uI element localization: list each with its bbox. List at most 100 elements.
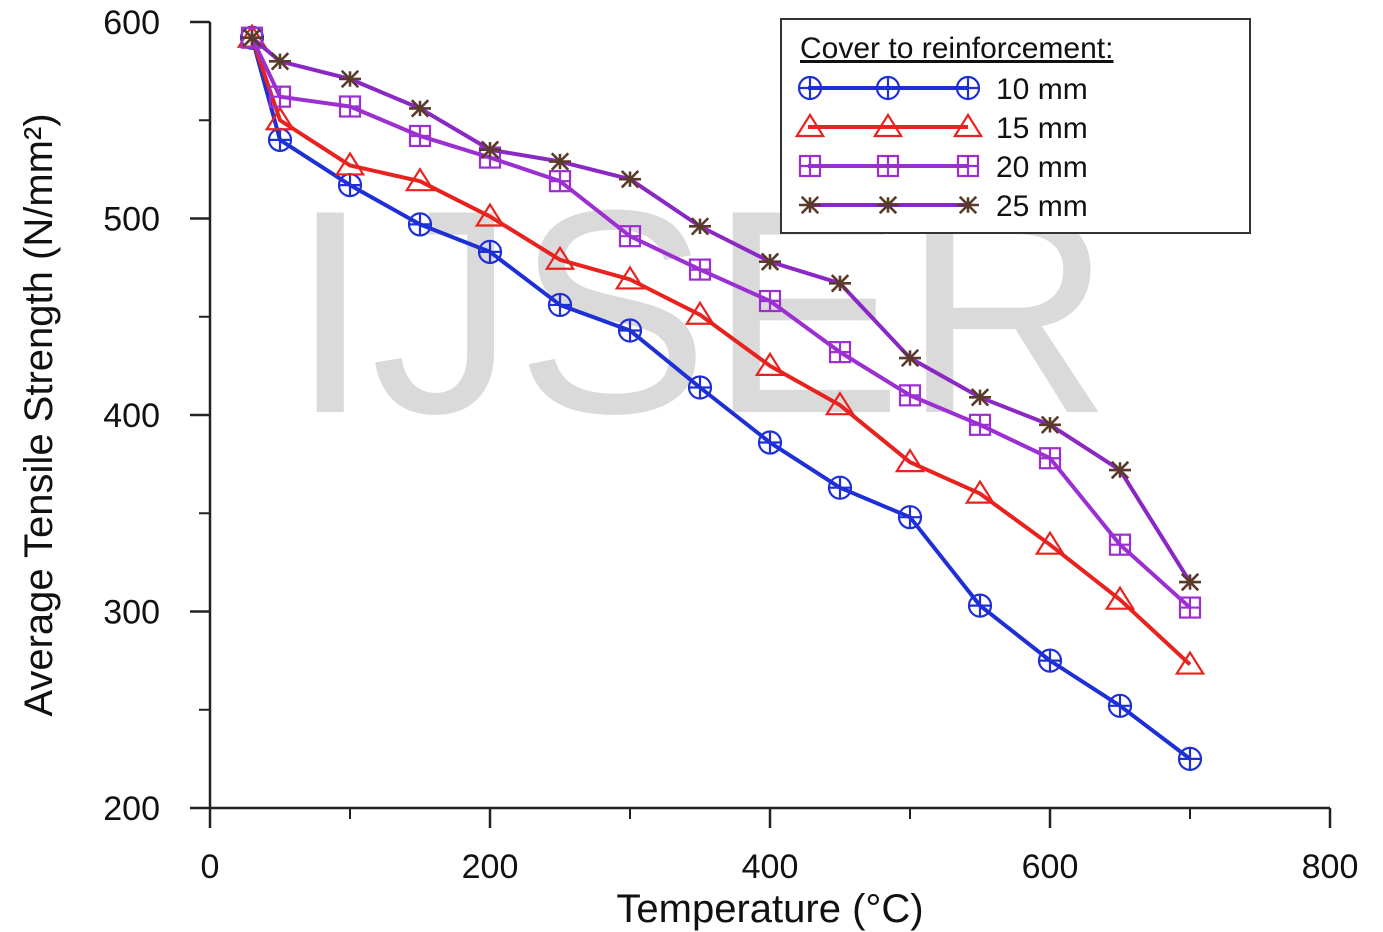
x-axis-ticks: 0 200 400 600 800 (201, 808, 1359, 886)
data-point (547, 292, 573, 318)
legend-marker (799, 195, 821, 215)
legend-marker (875, 75, 901, 101)
data-point (339, 69, 361, 89)
legend-item: 15 mm (794, 112, 1088, 145)
data-point (964, 479, 996, 504)
data-point (267, 127, 293, 152)
data-point (479, 140, 501, 159)
series-20-mm (240, 26, 1202, 619)
legend-marker (957, 195, 979, 215)
y-tick-label: 400 (103, 397, 160, 435)
data-point (619, 170, 641, 189)
legend-item: 10 mm (797, 73, 1088, 106)
y-tick-label: 500 (103, 201, 160, 239)
data-point (404, 167, 436, 192)
axes: 0 200 400 600 800 200 300 400 500 600 (103, 4, 1358, 886)
data-point (337, 172, 363, 198)
data-point (897, 505, 923, 530)
legend-marker (952, 112, 984, 138)
y-tick-label: 600 (103, 4, 160, 42)
data-point (687, 375, 713, 400)
data-point (334, 151, 366, 176)
y-axis-title: Average Tensile Strength (N/mm²) (17, 113, 61, 716)
data-point (241, 28, 263, 47)
legend: Cover to reinforcement: 10 mm 15 mm 20 mm 2… (780, 18, 1251, 234)
data-point (1179, 572, 1201, 592)
legend-item: 20 mm (798, 151, 1088, 184)
data-point (684, 300, 716, 325)
legend-marker (877, 195, 899, 215)
data-point (758, 289, 782, 313)
data-point (269, 52, 291, 71)
data-point (548, 170, 572, 193)
legend-marker (955, 75, 981, 101)
data-point (824, 391, 856, 416)
data-point (968, 413, 992, 436)
data-point (827, 475, 853, 500)
x-tick-label: 0 (201, 848, 220, 886)
data-point (1108, 533, 1132, 556)
data-point (969, 388, 991, 407)
data-point (1177, 746, 1203, 771)
legend-items: 10 mm 15 mm 20 mm 25 mm (794, 73, 1088, 223)
legend-label: 20 mm (996, 151, 1088, 184)
legend-marker (797, 75, 823, 101)
data-point (1037, 648, 1063, 673)
legend-marker (872, 112, 904, 138)
data-point (689, 217, 711, 236)
legend-marker (956, 154, 980, 178)
legend-title: Cover to reinforcement: (800, 32, 1113, 65)
data-point (759, 252, 781, 271)
data-point (1104, 585, 1136, 610)
x-axis-title: Temperature (°C) (616, 887, 923, 931)
data-point (899, 348, 921, 368)
data-point (409, 99, 431, 118)
data-point (754, 351, 786, 376)
legend-marker (798, 154, 822, 178)
x-tick-label: 800 (1302, 848, 1359, 886)
legend-item: 25 mm (799, 190, 1088, 223)
data-point (477, 239, 503, 265)
x-tick-label: 400 (742, 848, 799, 886)
data-point (967, 593, 993, 618)
data-point (617, 318, 643, 343)
y-tick-label: 200 (103, 790, 160, 828)
data-point (408, 124, 432, 148)
data-point (407, 212, 433, 237)
legend-marker (876, 154, 900, 178)
legend-marker (794, 112, 826, 138)
data-point (894, 448, 926, 473)
plot-series (236, 23, 1206, 771)
data-point (549, 152, 571, 171)
data-point (1034, 530, 1066, 555)
data-point (829, 274, 851, 293)
data-point (1038, 447, 1062, 470)
data-point (264, 106, 296, 131)
data-point (757, 430, 783, 455)
data-point (338, 95, 362, 118)
data-point (828, 341, 852, 364)
data-point (1107, 693, 1133, 718)
series-15-mm (236, 23, 1206, 675)
data-point (618, 225, 642, 248)
data-point (268, 85, 292, 108)
legend-label: 25 mm (996, 190, 1088, 223)
data-point (898, 384, 922, 407)
x-tick-label: 200 (462, 848, 519, 886)
series-line (250, 37, 1192, 667)
data-point (1178, 596, 1202, 619)
data-point (1109, 460, 1131, 480)
data-point (614, 265, 646, 290)
y-tick-label: 300 (103, 594, 160, 632)
data-point (544, 245, 576, 270)
x-tick-label: 600 (1022, 848, 1079, 886)
data-point (474, 202, 506, 227)
legend-label: 10 mm (996, 73, 1088, 106)
series-25-mm (241, 28, 1201, 592)
data-point (1039, 415, 1061, 434)
data-point (1174, 650, 1206, 675)
legend-label: 15 mm (996, 112, 1088, 145)
y-axis-ticks: 200 300 400 500 600 (103, 4, 210, 828)
data-point (688, 258, 712, 281)
